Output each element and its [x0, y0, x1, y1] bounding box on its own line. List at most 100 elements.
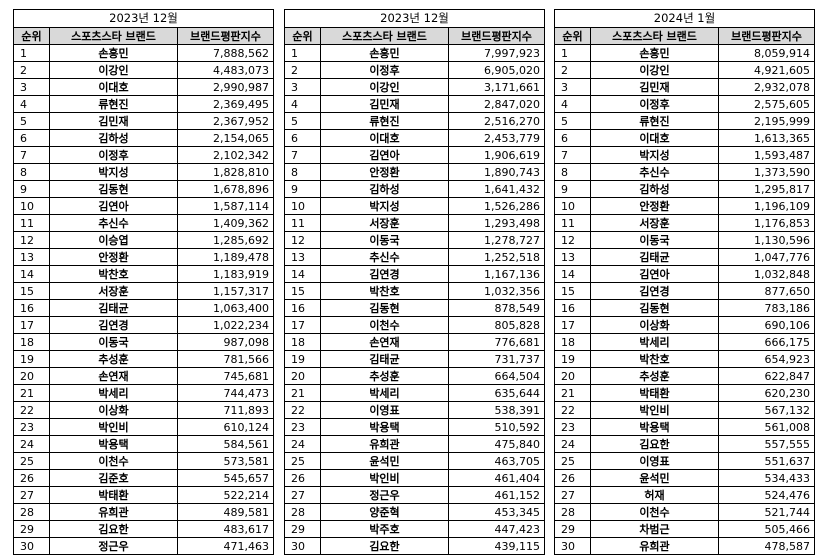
ranking-panel: 2024년 1월 순위 스포츠스타 브랜드 브랜드평판지수 1 손흥민 8,059,914 2… [554, 9, 815, 555]
name-cell: 김연경 [590, 282, 719, 300]
rank-cell: 20 [284, 367, 321, 385]
name-cell: 김태균 [590, 248, 719, 266]
score-cell: 478,587 [718, 537, 815, 555]
table-row: 7 박지성 1,593,487 [554, 146, 815, 164]
rank-cell: 29 [284, 520, 321, 538]
score-cell: 524,476 [718, 486, 815, 504]
score-cell: 7,888,562 [177, 44, 274, 62]
name-cell: 박세리 [590, 333, 719, 351]
rank-cell: 18 [284, 333, 321, 351]
name-cell: 이천수 [320, 316, 449, 334]
table-row: 12 이동국 1,130,596 [554, 231, 815, 249]
name-cell: 박인비 [320, 469, 449, 487]
table-row: 6 이대호 2,453,779 [284, 129, 545, 147]
rank-cell: 15 [554, 282, 591, 300]
score-cell: 522,214 [177, 486, 274, 504]
rank-cell: 20 [554, 367, 591, 385]
name-cell: 박지성 [320, 197, 449, 215]
name-cell: 김하성 [49, 129, 178, 147]
rank-cell: 11 [284, 214, 321, 232]
table-row: 26 김준호 545,657 [13, 469, 274, 487]
rank-cell: 24 [284, 435, 321, 453]
table-row: 29 김요한 483,617 [13, 520, 274, 538]
table-row: 10 김연아 1,587,114 [13, 197, 274, 215]
score-cell: 3,171,661 [448, 78, 545, 96]
score-cell: 1,032,356 [448, 282, 545, 300]
table-row: 27 박태환 522,214 [13, 486, 274, 504]
rank-cell: 17 [284, 316, 321, 334]
rank-cell: 2 [13, 61, 50, 79]
rank-cell: 26 [554, 469, 591, 487]
table-row: 22 박인비 567,132 [554, 401, 815, 419]
table-row: 29 차범근 505,466 [554, 520, 815, 538]
period-label: 2023년 12월 [284, 9, 545, 28]
score-cell: 1,022,234 [177, 316, 274, 334]
rank-cell: 6 [284, 129, 321, 147]
rank-cell: 24 [554, 435, 591, 453]
table-row: 6 김하성 2,154,065 [13, 129, 274, 147]
table-row: 27 정근우 461,152 [284, 486, 545, 504]
rank-cell: 30 [554, 537, 591, 555]
score-cell: 8,059,914 [718, 44, 815, 62]
table-row: 15 박찬호 1,032,356 [284, 282, 545, 300]
name-cell: 박용택 [590, 418, 719, 436]
score-cell: 2,575,605 [718, 95, 815, 113]
score-cell: 538,391 [448, 401, 545, 419]
table-row: 2 이정후 6,905,020 [284, 61, 545, 79]
score-cell: 781,566 [177, 350, 274, 368]
name-cell: 유희관 [590, 537, 719, 555]
name-cell: 박지성 [590, 146, 719, 164]
score-cell: 1,906,619 [448, 146, 545, 164]
name-cell: 추신수 [49, 214, 178, 232]
score-cell: 521,744 [718, 503, 815, 521]
table-row: 17 이상화 690,106 [554, 316, 815, 334]
table-row: 18 이동국 987,098 [13, 333, 274, 351]
table-row: 26 박인비 461,404 [284, 469, 545, 487]
table-row: 13 김태균 1,047,776 [554, 248, 815, 266]
rank-cell: 15 [284, 282, 321, 300]
name-cell: 이상화 [590, 316, 719, 334]
score-cell: 1,295,817 [718, 180, 815, 198]
score-cell: 2,367,952 [177, 112, 274, 130]
name-cell: 류현진 [590, 112, 719, 130]
name-cell: 박찬호 [590, 350, 719, 368]
name-cell: 김요한 [49, 520, 178, 538]
table-row: 23 박용택 510,592 [284, 418, 545, 436]
table-row: 4 김민재 2,847,020 [284, 95, 545, 113]
score-cell: 489,581 [177, 503, 274, 521]
rank-cell: 1 [554, 44, 591, 62]
score-cell: 731,737 [448, 350, 545, 368]
table-row: 8 박지성 1,828,810 [13, 163, 274, 181]
rank-cell: 9 [13, 180, 50, 198]
rank-cell: 22 [554, 401, 591, 419]
score-cell: 1,890,743 [448, 163, 545, 181]
name-cell: 이대호 [320, 129, 449, 147]
name-cell: 윤석민 [320, 452, 449, 470]
rank-cell: 21 [13, 384, 50, 402]
rank-cell: 14 [13, 265, 50, 283]
table-row: 28 유희관 489,581 [13, 503, 274, 521]
rank-cell: 8 [554, 163, 591, 181]
table-row: 7 김연아 1,906,619 [284, 146, 545, 164]
name-cell: 류현진 [49, 95, 178, 113]
score-cell: 545,657 [177, 469, 274, 487]
ranking-table: 2023년 12월 순위 스포츠스타 브랜드 브랜드평판지수 1 손흥민 7,888,562… [13, 9, 274, 555]
score-cell: 461,404 [448, 469, 545, 487]
rank-cell: 4 [284, 95, 321, 113]
rank-cell: 28 [284, 503, 321, 521]
score-cell: 690,106 [718, 316, 815, 334]
rank-cell: 12 [13, 231, 50, 249]
table-row: 12 이동국 1,278,727 [284, 231, 545, 249]
ranking-panel: 2023년 12월 순위 스포츠스타 브랜드 브랜드평판지수 1 손흥민 7,888,562… [13, 9, 274, 555]
score-cell: 2,195,999 [718, 112, 815, 130]
rank-cell: 23 [13, 418, 50, 436]
score-cell: 557,555 [718, 435, 815, 453]
brand-header: 스포츠스타 브랜드 [49, 27, 178, 45]
table-row: 23 박용택 561,008 [554, 418, 815, 436]
period-label: 2024년 1월 [554, 9, 815, 28]
name-cell: 이영표 [320, 401, 449, 419]
score-header: 브랜드평판지수 [448, 27, 545, 45]
ranking-panel: 2023년 12월 순위 스포츠스타 브랜드 브랜드평판지수 1 손흥민 7,997,923… [284, 9, 545, 555]
name-cell: 추성훈 [590, 367, 719, 385]
name-cell: 이영표 [590, 452, 719, 470]
